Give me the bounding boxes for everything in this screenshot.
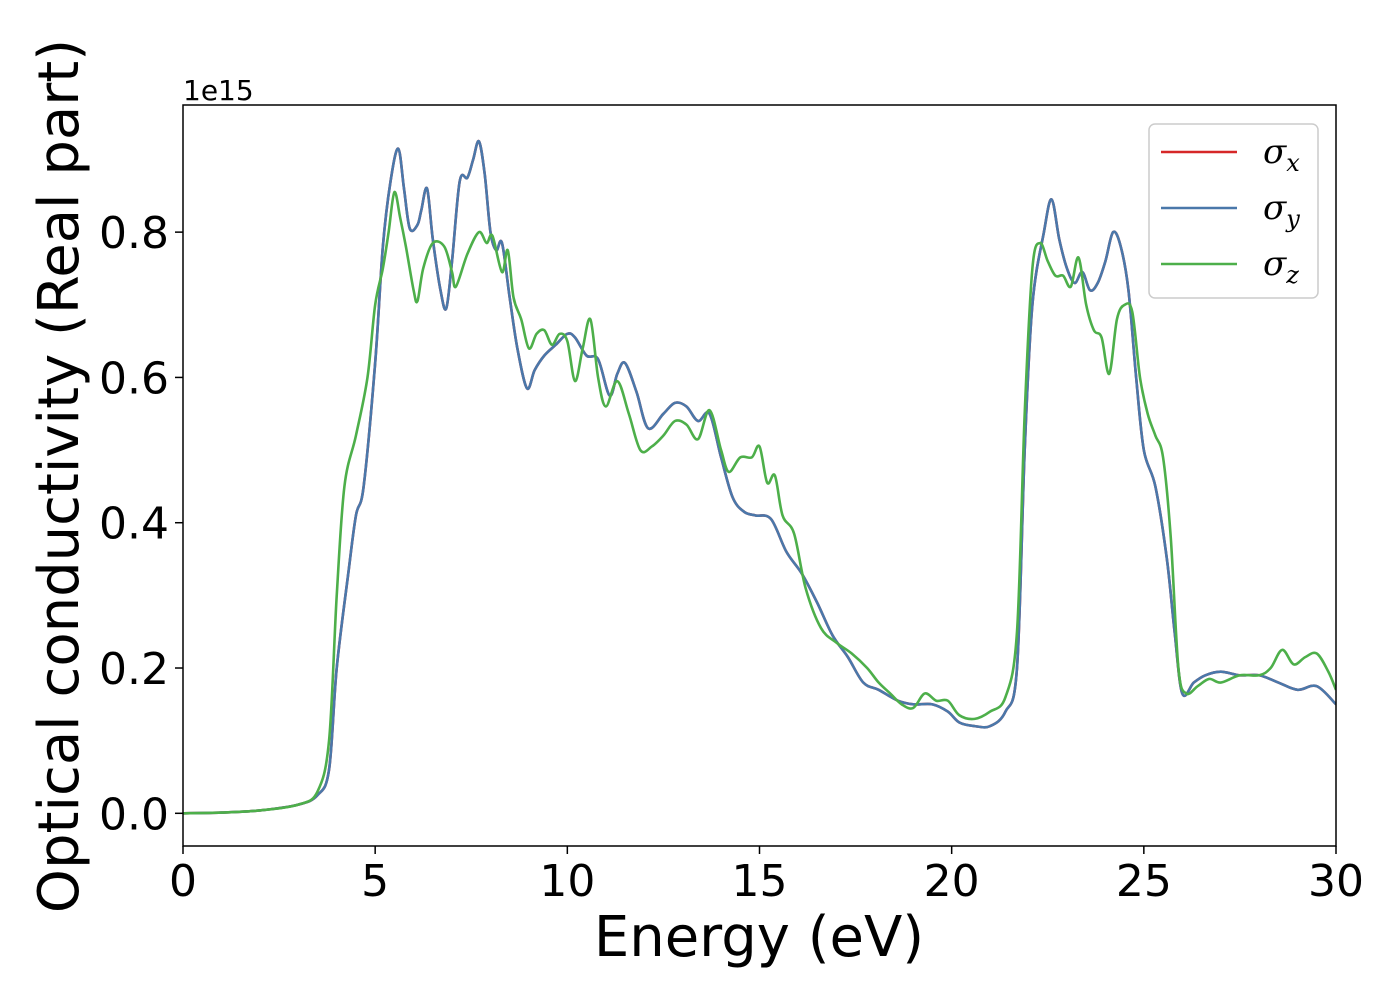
x-axis-title: Energy (eV) [594,905,924,970]
series-line-z [183,190,1336,815]
y-offset-text: 1e15 [183,74,254,107]
series-line-y [183,139,1336,815]
y-axis-title: Optical conductivity (Real part) [27,39,92,913]
legend-label-x: σx [1263,132,1300,177]
x-tick-label: 20 [924,856,980,907]
legend-label-z: σz [1263,244,1299,289]
y-tick-label: 0.2 [99,644,169,695]
series-layer [183,139,1336,815]
y-axis: 0.0 0.2 0.4 0.6 0.8 [99,208,183,840]
legend: σx σy σz [1148,123,1319,299]
x-tick-label: 15 [732,856,788,907]
y-tick-label: 0.0 [99,789,169,840]
x-tick-label: 5 [361,856,389,907]
legend-label-y: σy [1263,188,1300,233]
x-tick-label: 30 [1308,856,1364,907]
x-tick-label: 25 [1116,856,1172,907]
x-tick-label: 0 [169,856,197,907]
x-tick-label: 10 [539,856,595,907]
x-axis: 0 5 10 15 20 25 30 [169,846,1364,907]
y-tick-label: 0.8 [99,208,169,259]
y-tick-label: 0.4 [99,499,169,550]
y-tick-label: 0.6 [99,353,169,404]
plot-area [183,105,1336,846]
legend-frame [1148,123,1319,299]
